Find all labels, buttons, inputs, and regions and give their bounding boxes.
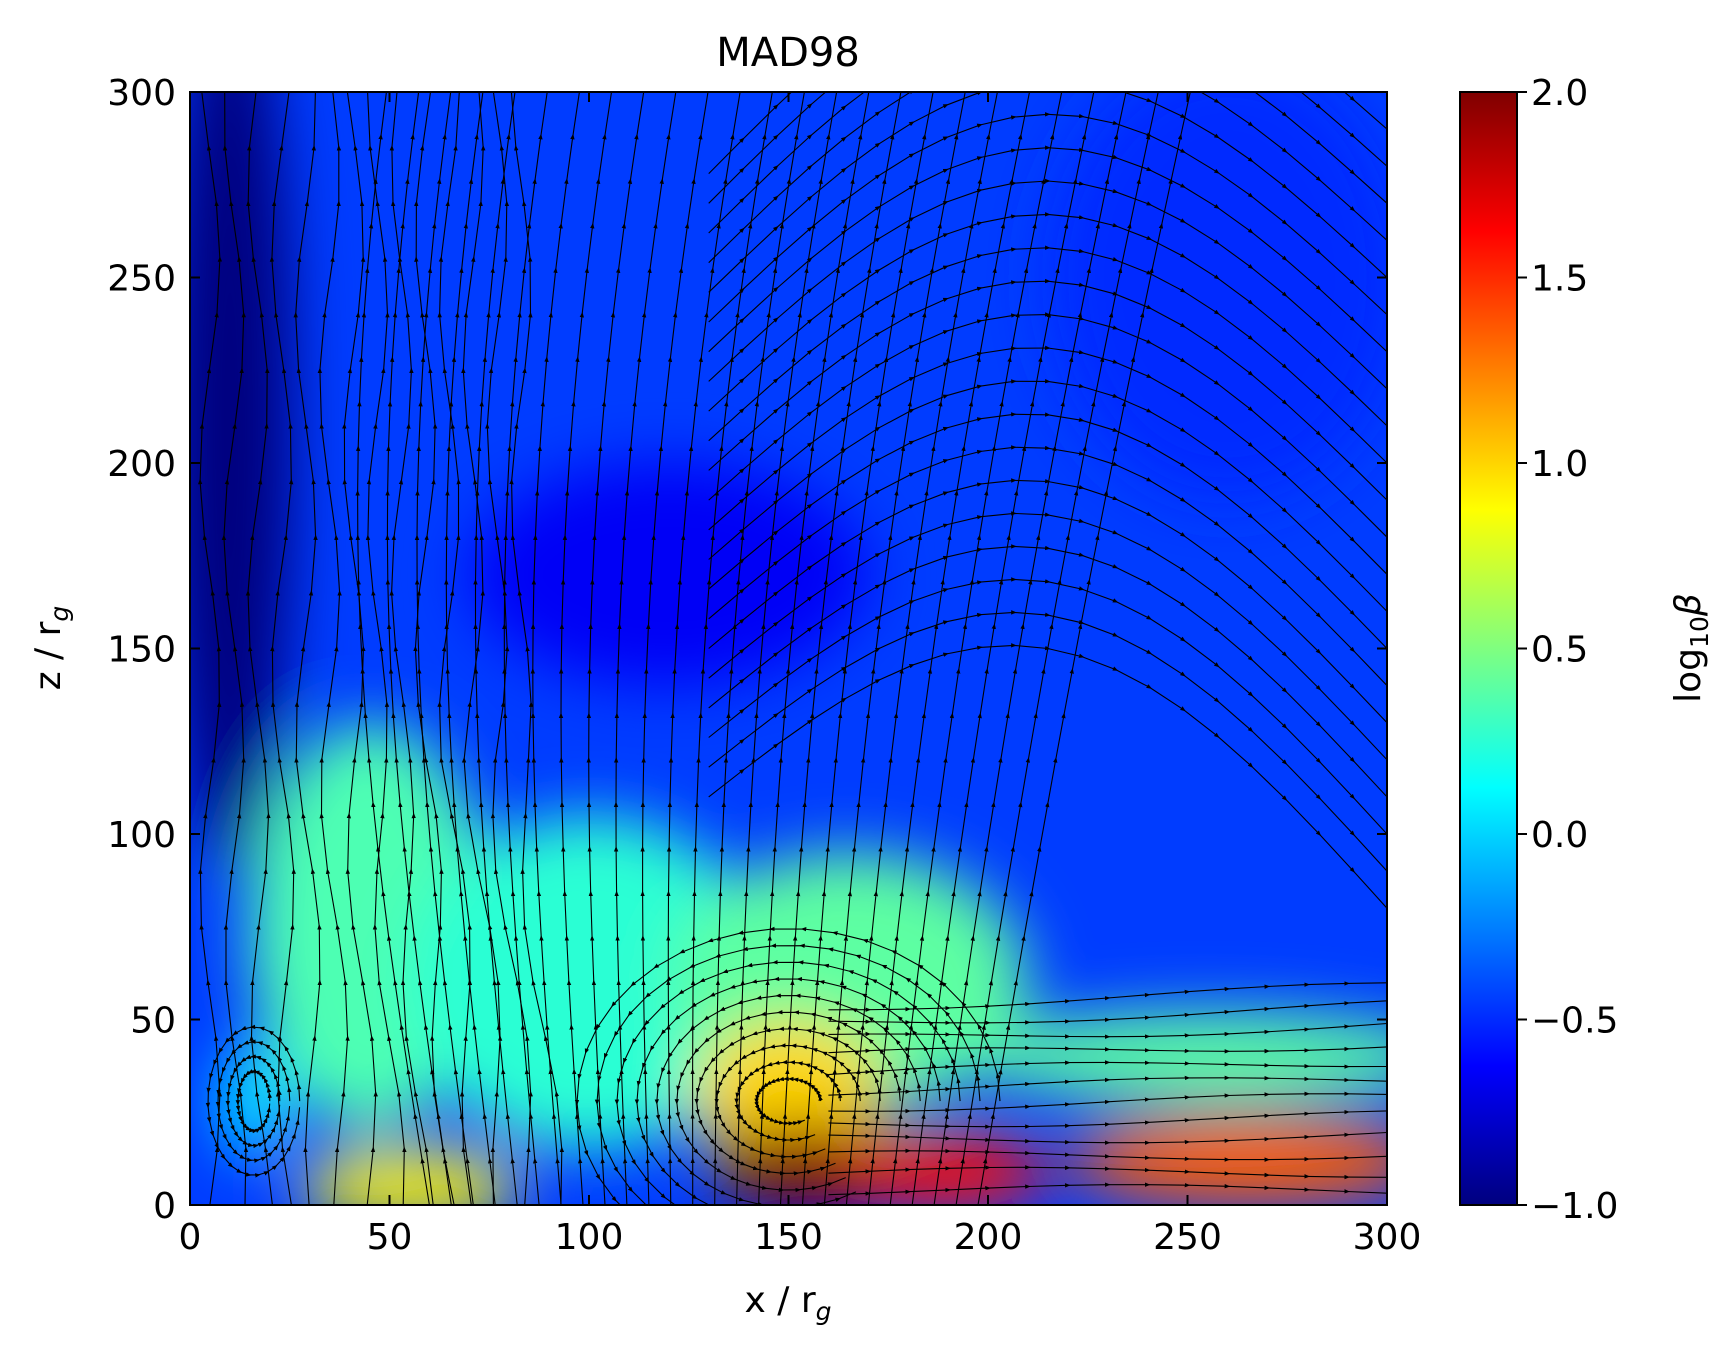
- colorbar-tick-label: 1.5: [1531, 259, 1588, 300]
- streamline: [269, 92, 297, 1205]
- streamline: [205, 1024, 302, 1178]
- x-tick-label: 300: [1353, 1217, 1422, 1258]
- colorbar-tick-label: 2.0: [1531, 73, 1588, 114]
- y-tick-label: 250: [107, 259, 176, 300]
- streamline: [828, 1165, 1387, 1180]
- colorbar-label-symbol: β: [1668, 593, 1709, 617]
- colorbar-ticks: −1.0 −0.5 0.0 0.5 1.0 1.5 2.0: [1517, 73, 1618, 1227]
- x-tick-label: 200: [954, 1217, 1023, 1258]
- x-axis-label: x / rg: [745, 1280, 832, 1326]
- field-region: [190, 92, 294, 871]
- y-axis-ticks: 0 50 100 150 200 250 300: [107, 73, 1387, 1227]
- streamline: [828, 981, 1387, 1012]
- y-axis-label-base: z / r: [28, 621, 69, 690]
- streamline: [473, 92, 518, 1205]
- streamline: [197, 92, 223, 1205]
- y-tick-label: 100: [107, 815, 176, 856]
- colorbar-tick-label: 0.0: [1531, 815, 1588, 856]
- streamline: [221, 92, 249, 1205]
- streamline: [530, 92, 580, 1205]
- x-tick-label: 100: [555, 1217, 624, 1258]
- chart-title: MAD98: [716, 30, 860, 76]
- streamline: [828, 1109, 1387, 1129]
- x-axis-label-sub: g: [816, 1297, 832, 1326]
- x-axis-label-base: x / r: [745, 1280, 816, 1321]
- streamline: [828, 1148, 1387, 1162]
- x-tick-label: 0: [179, 1217, 202, 1258]
- colorbar-tick-label: 0.5: [1531, 630, 1588, 671]
- streamline: [828, 1182, 1387, 1196]
- y-tick-label: 50: [130, 1001, 176, 1042]
- x-tick-label: 50: [367, 1217, 413, 1258]
- streamline: [828, 1075, 1387, 1096]
- streamline: [828, 1045, 1387, 1054]
- y-tick-label: 300: [107, 73, 176, 114]
- x-tick-label: 150: [754, 1217, 823, 1258]
- streamline: [828, 1131, 1387, 1145]
- streamline: [828, 1060, 1387, 1076]
- beta-heatmap: [190, 92, 1387, 1205]
- colorbar-tick-label: −1.0: [1531, 1186, 1618, 1227]
- y-tick-label: 150: [107, 630, 176, 671]
- streamline: [574, 926, 1001, 1205]
- y-axis-label: z / rg: [28, 606, 74, 691]
- streamline: [828, 1022, 1387, 1039]
- streamline: [502, 92, 548, 1205]
- colorbar-tick-label: −0.5: [1531, 1001, 1618, 1042]
- colorbar-label-sub: 10: [1685, 616, 1714, 648]
- field-region: [848, 1134, 1048, 1205]
- x-axis-ticks: 0 50 100 150 200 250 300: [179, 92, 1422, 1258]
- colorbar-label-base: log: [1668, 648, 1709, 703]
- y-axis-label-sub: g: [45, 606, 74, 622]
- field-region: [968, 1012, 1387, 1102]
- streamline: [245, 92, 273, 1205]
- colorbar: [1459, 91, 1518, 1206]
- y-tick-label: 0: [153, 1186, 176, 1227]
- x-tick-label: 250: [1153, 1217, 1222, 1258]
- field-region: [297, 1149, 522, 1205]
- colorbar-tick-label: 1.0: [1531, 444, 1588, 485]
- field-region: [469, 463, 869, 686]
- field-streamlines: [197, 92, 1387, 1205]
- y-tick-label: 200: [107, 444, 176, 485]
- field-region: [1067, 1115, 1387, 1205]
- streamline: [293, 92, 322, 1205]
- colorbar-label: log10β: [1668, 593, 1714, 703]
- streamline: [558, 92, 613, 1205]
- field-region: [1047, 92, 1387, 501]
